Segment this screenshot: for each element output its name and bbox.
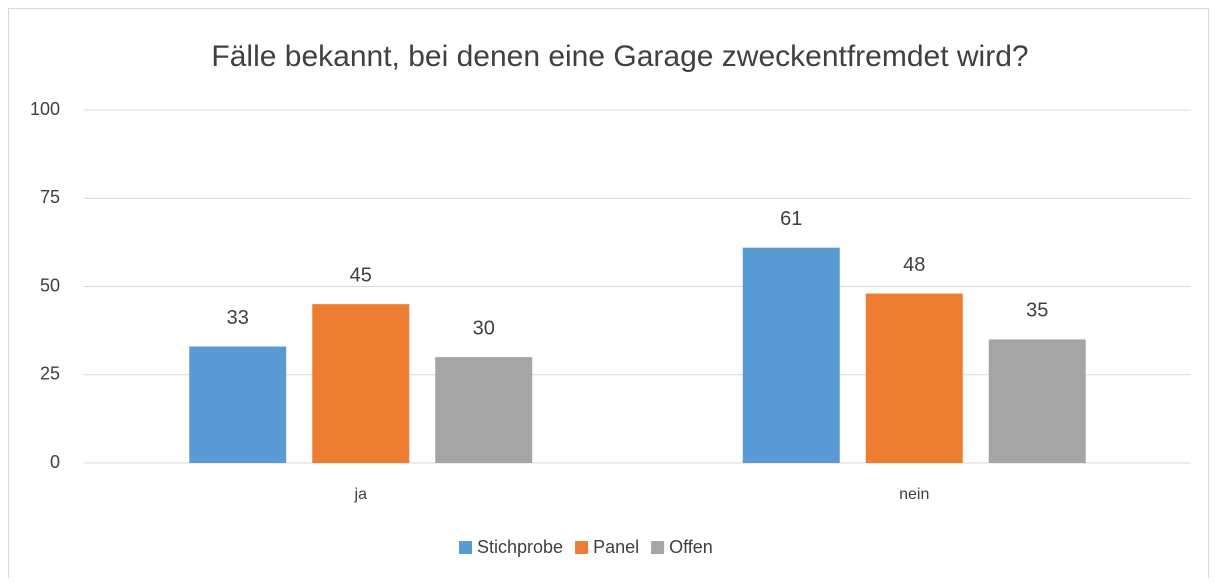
data-label: 45 xyxy=(350,264,372,286)
data-label: 33 xyxy=(227,307,249,329)
legend-label: Offen xyxy=(669,537,713,557)
bar xyxy=(435,357,533,463)
x-tick-label: ja xyxy=(354,486,368,503)
y-tick-label: 0 xyxy=(50,452,60,472)
y-tick-label: 50 xyxy=(40,275,60,295)
data-label: 61 xyxy=(780,208,802,230)
data-label: 30 xyxy=(473,317,495,339)
chart-title: Fälle bekannt, bei denen eine Garage zwe… xyxy=(211,40,1028,73)
x-tick-label: nein xyxy=(899,486,929,503)
y-tick-label: 100 xyxy=(30,99,60,119)
bar xyxy=(988,339,1086,463)
legend-swatch xyxy=(651,541,665,554)
bar xyxy=(865,293,963,463)
legend-label: Panel xyxy=(593,537,639,557)
y-tick-label: 75 xyxy=(40,187,60,207)
y-tick-label: 25 xyxy=(40,364,60,384)
legend-swatch xyxy=(575,541,589,554)
bar xyxy=(742,247,840,463)
bar xyxy=(312,304,410,463)
data-label: 48 xyxy=(903,254,925,276)
legend-swatch xyxy=(459,541,472,554)
bar xyxy=(189,346,287,463)
data-label: 35 xyxy=(1026,300,1048,322)
legend-label: Stichprobe xyxy=(477,537,563,557)
chart-frame xyxy=(8,8,1209,579)
